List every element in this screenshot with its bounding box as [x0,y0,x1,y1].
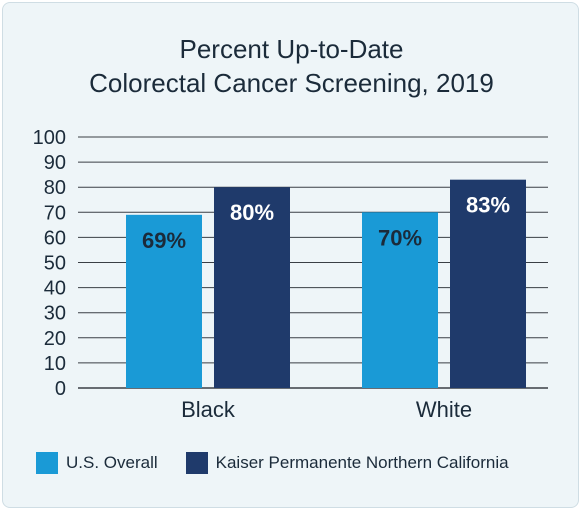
y-tick-label: 50 [44,253,66,275]
y-tick-label: 70 [44,202,66,224]
legend-swatch-us-overall [36,452,58,474]
legend-label-kaiser: Kaiser Permanente Northern California [215,453,509,472]
legend-swatch-kaiser [185,452,208,474]
bar-kaiser-white [450,179,526,388]
chart-title: Percent Up-to-Date Colorectal Cancer Scr… [0,32,583,100]
data-label: 83% [466,193,510,218]
y-tick-label: 90 [44,152,66,174]
chart-title-line2: Colorectal Cancer Screening, 2019 [89,68,494,98]
y-tick-label: 60 [44,227,66,249]
legend: U.S. Overall Kaiser Permanente Northern … [36,452,537,474]
bar-us-overall-black [126,214,202,388]
y-tick-label: 0 [55,378,66,400]
data-label: 80% [230,200,274,225]
y-tick-label: 30 [44,303,66,325]
y-tick-label: 40 [44,278,66,300]
legend-item-kaiser: Kaiser Permanente Northern California [185,452,509,474]
legend-item-us-overall: U.S. Overall [36,452,158,474]
x-tick-label: White [416,397,472,422]
chart-title-line1: Percent Up-to-Date [179,34,404,64]
x-tick-label: Black [181,397,236,422]
y-tick-label: 80 [44,177,66,199]
y-tick-label: 100 [33,127,66,149]
bar-kaiser-black [214,187,290,388]
legend-label-us-overall: U.S. Overall [66,453,158,472]
data-label: 70% [378,225,422,250]
y-tick-label: 10 [44,353,66,375]
data-label: 69% [142,228,186,253]
y-tick-label: 20 [44,328,66,350]
bar-us-overall-white [362,212,438,388]
